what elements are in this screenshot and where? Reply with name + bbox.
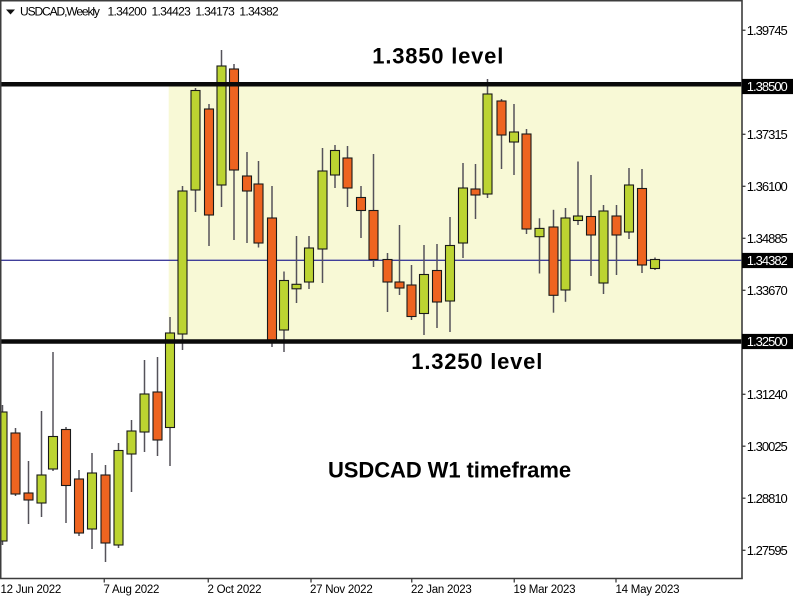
- svg-text:1.28810: 1.28810: [747, 491, 788, 506]
- svg-text:2 Oct 2022: 2 Oct 2022: [208, 584, 262, 596]
- svg-text:1.30025: 1.30025: [747, 439, 788, 454]
- svg-text:1.36100: 1.36100: [747, 179, 788, 194]
- svg-text:1.31240: 1.31240: [747, 387, 788, 402]
- svg-text:1.34382: 1.34382: [747, 253, 788, 268]
- svg-text:12 Jun 2022: 12 Jun 2022: [1, 584, 62, 596]
- svg-text:1.39745: 1.39745: [747, 23, 788, 38]
- svg-text:1.34885: 1.34885: [747, 231, 788, 246]
- svg-text:1.32500: 1.32500: [747, 334, 788, 349]
- svg-text:7 Aug 2022: 7 Aug 2022: [104, 584, 160, 596]
- svg-text:1.38500: 1.38500: [747, 79, 788, 94]
- svg-text:1.3850 level: 1.3850 level: [372, 44, 504, 69]
- svg-text:1.27595: 1.27595: [747, 543, 788, 558]
- svg-text:USDCAD,Weekly: USDCAD,Weekly: [20, 5, 100, 19]
- svg-text:USDCAD W1 timeframe: USDCAD W1 timeframe: [328, 458, 571, 483]
- svg-text:14 May 2023: 14 May 2023: [616, 584, 680, 596]
- svg-text:22 Jan 2023: 22 Jan 2023: [411, 584, 472, 596]
- svg-text:27 Nov 2022: 27 Nov 2022: [310, 584, 372, 596]
- svg-text:1.34200 1.34423 1.34173 1.3438: 1.34200 1.34423 1.34173 1.34382: [108, 5, 280, 19]
- svg-text:1.37315: 1.37315: [747, 127, 788, 142]
- svg-text:19 Mar 2023: 19 Mar 2023: [514, 584, 576, 596]
- svg-text:1.33670: 1.33670: [747, 283, 788, 298]
- svg-text:1.3250 level: 1.3250 level: [411, 349, 543, 374]
